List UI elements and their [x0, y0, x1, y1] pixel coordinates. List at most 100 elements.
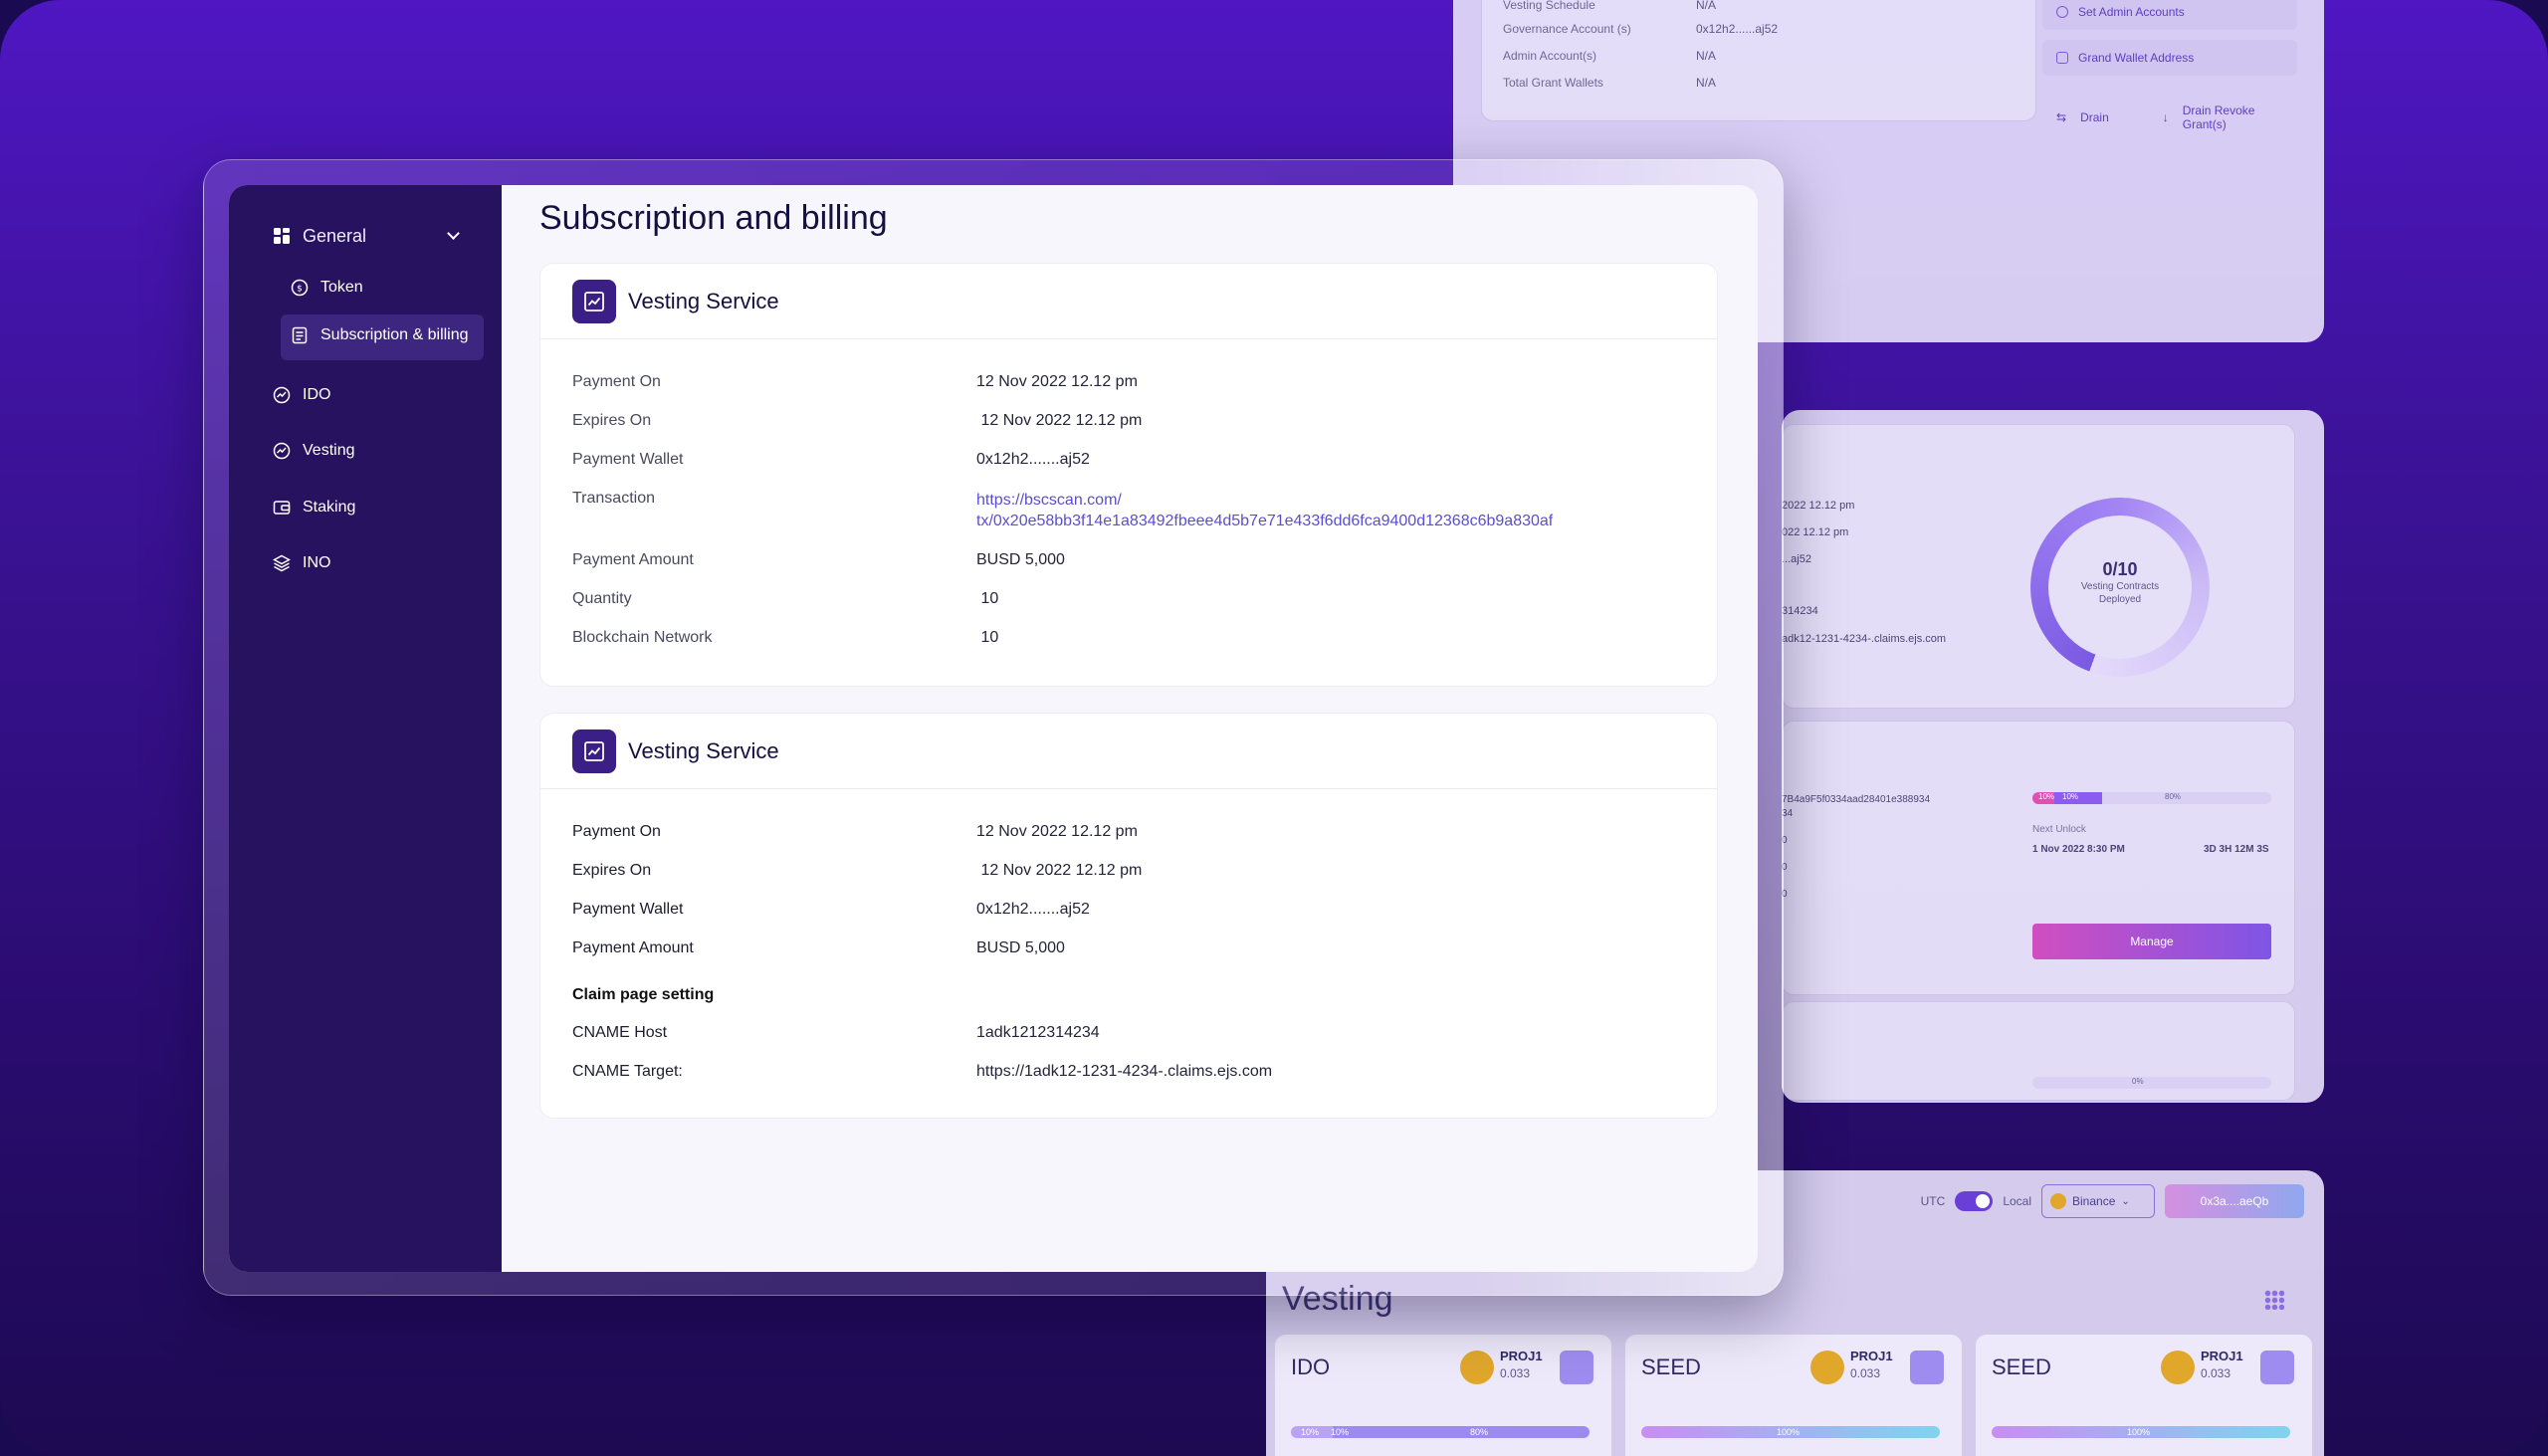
donut-caption: Vesting Contracts — [2080, 581, 2160, 592]
bg-progress-bar — [2032, 792, 2271, 804]
vesting-service-card: Vesting Service Payment On 12 Nov 2022 1… — [539, 263, 1718, 687]
trending-chart-icon — [572, 279, 616, 323]
detail-label: Payment On — [572, 823, 661, 840]
detail-value: 10 — [976, 629, 999, 646]
bg-mid-line: 314234 — [1782, 605, 1818, 617]
bg-mid-line: 0 — [1782, 835, 1788, 846]
sidebar-item-label: Staking — [303, 499, 356, 516]
detail-label: Expires On — [572, 862, 652, 879]
sidebar-item-subscription-billing-content[interactable]: Subscription & billing — [291, 326, 469, 344]
chart-circle-icon — [273, 386, 291, 404]
token-symbol: PROJ1 — [1850, 1349, 1893, 1363]
bg-row-label: Admin Account(s) — [1503, 49, 1597, 63]
binance-coin-icon — [1810, 1351, 1844, 1384]
token-progress-bar — [1641, 1426, 1940, 1438]
layers-icon — [273, 554, 291, 572]
bar-label: 10% — [1331, 1427, 1350, 1437]
detail-value: BUSD 5,000 — [976, 939, 1065, 956]
bar-label: 100% — [2127, 1427, 2151, 1437]
add-button[interactable] — [1910, 1351, 1944, 1384]
detail-label: Quantity — [572, 590, 632, 607]
detail-value: 12 Nov 2022 12.12 pm — [976, 412, 1143, 429]
sidebar-item-subscription-billing[interactable] — [281, 314, 484, 360]
bar-label: 10% — [2062, 792, 2079, 801]
chain-select[interactable]: Binance ⌄ — [2041, 1184, 2155, 1218]
detail-label: CNAME Host — [572, 1024, 668, 1041]
token-amount: 0.033 — [1850, 1366, 1881, 1380]
token-amount: 0.033 — [1500, 1366, 1531, 1380]
donut-caption: Deployed — [2098, 594, 2142, 605]
drain-revoke-button[interactable]: Drain Revoke Grant(s) — [2182, 104, 2255, 131]
card-title: Vesting Service — [628, 288, 779, 313]
sidebar-item-label: Vesting — [303, 442, 355, 459]
binance-coin-icon — [2050, 1193, 2066, 1209]
token-card-name: IDO — [1291, 1354, 1331, 1379]
donut-label: 0/10 Vesting Contracts Deployed — [2030, 559, 2210, 606]
bar-label: 80% — [1470, 1427, 1489, 1437]
bg-row-label: Total Grant Wallets — [1503, 76, 1603, 90]
card-header: Vesting Service — [540, 264, 1717, 339]
token-card[interactable]: SEED PROJ1 0.033 100% — [1624, 1334, 1963, 1456]
sidebar-item-label: Token — [320, 279, 363, 296]
drain-button[interactable]: Drain — [2080, 110, 2109, 124]
card-title: Vesting Service — [628, 737, 779, 763]
vesting-service-card: Vesting Service Payment On 12 Nov 2022 1… — [539, 713, 1718, 1119]
detail-label: Expires On — [572, 412, 652, 429]
bg-row-label: Governance Account (s) — [1503, 22, 1631, 36]
sidebar-group-label: General — [303, 225, 367, 246]
bg-row-value: N/A — [1696, 76, 1717, 90]
arrow-down-icon: ↓ — [2162, 110, 2169, 124]
bg-mid-line: adk12-1231-4234-.claims.ejs.com — [1782, 633, 1947, 645]
bg-vesting-dashboard-panel: UTC Local Binance ⌄ 0x3a....aeQb Vesting… — [1266, 1170, 2324, 1456]
bg-mid-line: 2022 12.12 pm — [1782, 500, 1855, 512]
cname-host-value: 1adk1212314234 — [976, 1024, 1100, 1041]
sidebar-item-label: IDO — [303, 386, 331, 403]
token-card[interactable]: SEED PROJ1 0.033 100% — [1975, 1334, 2313, 1456]
bg-contract-card — [1481, 0, 2036, 121]
wallet-icon — [2056, 52, 2068, 64]
manage-button[interactable]: Manage — [2032, 924, 2271, 959]
user-circle-icon — [2056, 6, 2068, 18]
sidebar-item-vesting[interactable]: Vesting — [273, 442, 354, 460]
detail-value: 0x12h2.......aj52 — [976, 901, 1090, 918]
grand-wallet-address-button[interactable]: Grand Wallet Address — [2042, 40, 2297, 76]
grid-view-icon[interactable] — [2264, 1290, 2284, 1310]
add-button[interactable] — [1560, 1351, 1593, 1384]
trending-chart-icon — [572, 728, 616, 773]
transaction-link[interactable]: https://bscscan.com/ tx/0x20e58bb3f14e1a… — [976, 490, 1553, 531]
app-window: General $ Token Subscription & billin — [229, 185, 1758, 1272]
grand-wallet-address-label: Grand Wallet Address — [2078, 51, 2195, 65]
swap-icon: ⇆ — [2056, 110, 2067, 124]
detail-label: Payment Amount — [572, 551, 694, 568]
sidebar-item-staking[interactable]: Staking — [273, 499, 355, 517]
transaction-link-line: tx/0x20e58bb3f14e1a83492fbeee4d5b7e71e43… — [976, 513, 1554, 529]
detail-label: Payment Wallet — [572, 451, 684, 468]
timezone-toggle[interactable] — [1955, 1191, 1994, 1211]
wallet-button[interactable]: 0x3a....aeQb — [2165, 1184, 2304, 1218]
vesting-contracts-donut — [2030, 498, 2210, 677]
set-admin-accounts-button[interactable]: Set Admin Accounts — [2042, 0, 2297, 30]
detail-label: Payment Wallet — [572, 901, 684, 918]
sidebar-group-general[interactable]: General — [273, 221, 472, 251]
sidebar-item-label: INO — [303, 554, 331, 571]
chevron-down-icon: ⌄ — [2121, 1195, 2130, 1207]
token-card[interactable]: IDO PROJ1 0.033 10% 10% 80% — [1274, 1334, 1612, 1456]
bg-row-value: N/A — [1696, 49, 1717, 63]
sidebar-item-token[interactable]: $ Token — [291, 279, 363, 297]
detail-label: Blockchain Network — [572, 629, 713, 646]
bg-mid-line: ...aj52 — [1782, 553, 1811, 565]
detail-label: Payment Amount — [572, 939, 694, 956]
cname-target-value: https://1adk12-1231-4234-.claims.ejs.com — [976, 1063, 1273, 1080]
sidebar-item-ino[interactable]: INO — [273, 554, 330, 572]
coin-icon: $ — [291, 279, 309, 297]
detail-value: 10 — [976, 590, 999, 607]
token-amount: 0.033 — [2201, 1366, 2231, 1380]
utc-label: UTC — [1920, 1194, 1946, 1208]
sidebar-item-ido[interactable]: IDO — [273, 386, 330, 404]
detail-value: 0x12h2.......aj52 — [976, 451, 1090, 468]
bg-row-value: 0x12h2......aj52 — [1696, 22, 1779, 36]
add-button[interactable] — [2260, 1351, 2294, 1384]
bar-label: 0% — [2132, 1077, 2144, 1086]
detail-value: 12 Nov 2022 12.12 pm — [976, 373, 1138, 390]
